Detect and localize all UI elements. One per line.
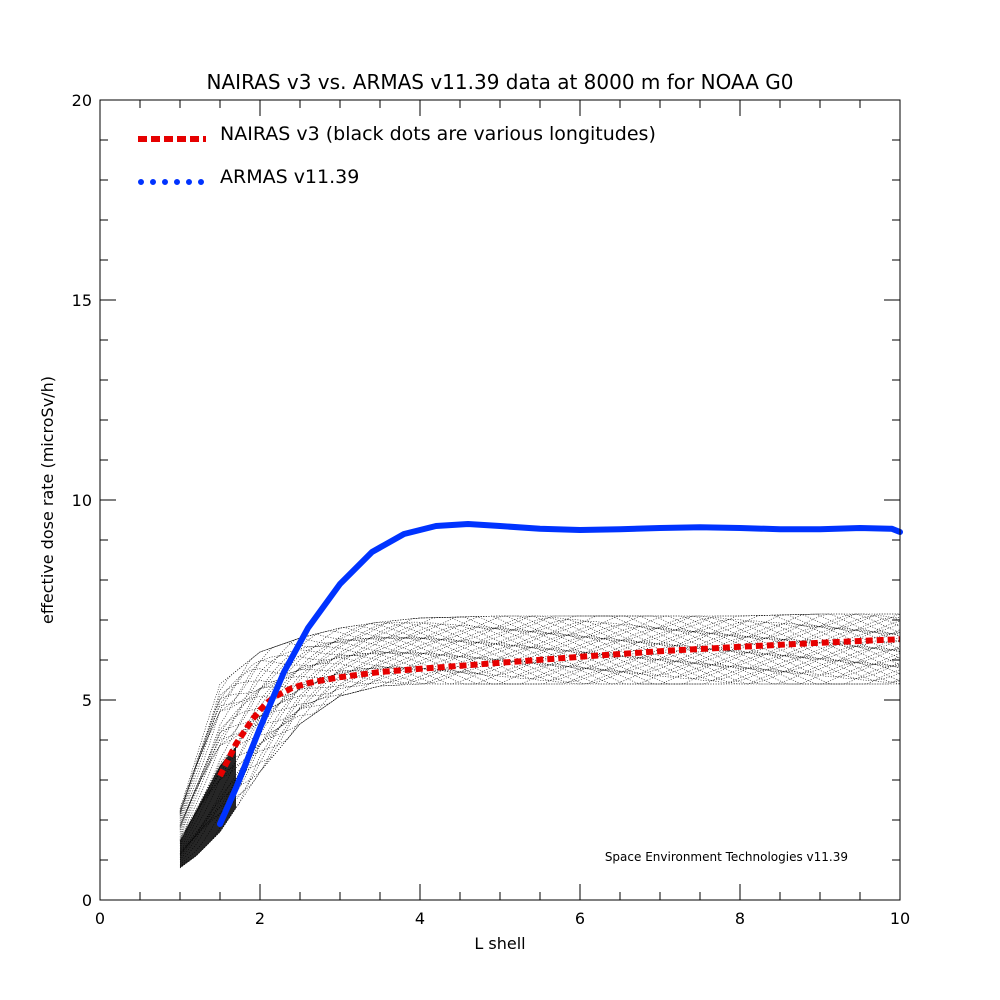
y-axis-label: effective dose rate (microSv/h) <box>38 376 57 624</box>
tick-labels: 0 2 4 6 8 10 0 5 10 15 20 <box>72 91 911 928</box>
longitude-curve <box>179 631 901 835</box>
y-tick-label: 0 <box>82 891 92 910</box>
x-tick-label: 6 <box>575 909 585 928</box>
longitude-curve <box>179 658 901 857</box>
legend-label-nairas: NAIRAS v3 (black dots are various longit… <box>220 123 656 145</box>
longitude-curve <box>179 667 901 867</box>
y-tick-label: 15 <box>72 291 92 310</box>
series-line-armas <box>217 521 903 827</box>
legend: NAIRAS v3 (black dots are various longit… <box>138 123 656 188</box>
longitude-curve <box>179 622 901 826</box>
longitude-curve <box>179 660 901 859</box>
longitude-curve <box>179 617 901 823</box>
credit-annotation: Space Environment Technologies v11.39 <box>605 850 848 864</box>
y-tick-label: 10 <box>72 491 92 510</box>
longitude-curve <box>179 613 900 811</box>
longitude-curve <box>179 613 901 814</box>
x-tick-label: 10 <box>890 909 910 928</box>
x-tick-label: 2 <box>255 909 265 928</box>
longitude-curve <box>179 624 901 828</box>
longitude-curve <box>179 647 901 849</box>
plot-frame <box>99 99 901 901</box>
y-tick-label: 5 <box>82 691 92 710</box>
longitude-curve <box>179 652 901 853</box>
x-axis-label: L shell <box>474 934 525 953</box>
x-tick-label: 4 <box>415 909 425 928</box>
longitude-curve <box>179 656 901 856</box>
longitude-curve <box>179 644 901 845</box>
series-line-nairas <box>217 636 901 778</box>
longitude-curve <box>179 637 901 840</box>
longitude-curve <box>179 665 901 865</box>
longitude-curve <box>179 653 901 854</box>
y-tick-label: 20 <box>72 91 92 110</box>
legend-label-armas: ARMAS v11.39 <box>220 166 359 188</box>
longitude-curve <box>179 620 901 825</box>
chart-title: NAIRAS v3 vs. ARMAS v11.39 data at 8000 … <box>207 70 794 94</box>
longitude-curve <box>179 615 901 821</box>
longitude-curve <box>179 642 901 843</box>
longitude-curve <box>179 613 901 812</box>
x-tick-label: 0 <box>95 909 105 928</box>
longitude-curve <box>179 613 901 819</box>
series-lines <box>217 521 903 827</box>
longitude-curve <box>179 613 901 817</box>
longitude-curve <box>179 662 901 861</box>
longitude-curve <box>179 633 901 837</box>
longitude-curve <box>179 639 901 841</box>
longitude-curve <box>179 628 901 831</box>
longitude-curve <box>179 626 901 829</box>
x-tick-label: 8 <box>735 909 745 928</box>
